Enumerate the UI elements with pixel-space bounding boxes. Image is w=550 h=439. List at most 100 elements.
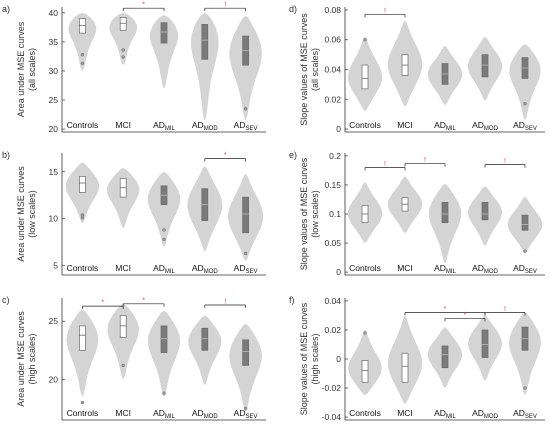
x-tick-label: MCI xyxy=(115,408,131,418)
outlier-point xyxy=(523,102,527,106)
significance-marker: ! xyxy=(224,2,226,9)
x-tick-label-subscript: SEV xyxy=(525,414,537,420)
y-axis-label: (all scales) xyxy=(310,48,320,91)
x-tick-label: ADMOD xyxy=(472,120,498,132)
x-tick-label: MCI xyxy=(397,263,413,273)
y-axis-label: Slope values of MSE curves xyxy=(299,13,309,126)
x-tick-label-base: AD xyxy=(472,120,484,130)
violin-body xyxy=(107,303,139,380)
violin-box xyxy=(160,325,168,353)
x-tick-label-subscript: SEV xyxy=(245,414,257,420)
y-axis-label: Area under MSE curves xyxy=(16,166,26,262)
y-tick-label: 20 xyxy=(49,124,59,134)
significance-marker: ! xyxy=(224,298,226,305)
x-tick-label-base: AD xyxy=(513,120,525,130)
x-tick-label-base: Controls xyxy=(67,120,99,130)
violin-box xyxy=(79,176,86,193)
y-tick-label: 25 xyxy=(49,316,59,326)
violin-body xyxy=(149,15,179,89)
x-tick-label: ADMOD xyxy=(472,408,498,420)
outlier-point xyxy=(162,228,166,232)
panel-label: f) xyxy=(289,295,295,305)
y-axis-label: Area under MSE curves xyxy=(16,311,26,407)
x-tick-label: ADMIL xyxy=(153,408,175,420)
y-tick-label: 0 xyxy=(336,124,341,134)
violin-body xyxy=(107,168,140,229)
outlier-point xyxy=(121,363,125,368)
y-tick-label: 30 xyxy=(49,66,59,76)
x-tick-label-base: MCI xyxy=(397,408,413,418)
y-axis-label: (high scales) xyxy=(310,333,320,384)
y-tick-label: 0.02 xyxy=(324,94,341,104)
violin-box xyxy=(201,327,209,351)
significance-marker: ! xyxy=(504,158,506,165)
x-tick-label-subscript: MIL xyxy=(446,126,457,132)
violin-box xyxy=(481,54,489,78)
x-tick-label-subscript: MIL xyxy=(165,269,176,275)
chart-panel: c) Area under MSE curves (high scales) 20 25… xyxy=(2,295,266,421)
chart-panel: d)Slope values of MSE curves (all scales)… xyxy=(289,4,545,134)
y-tick-label: 0.05 xyxy=(324,238,341,248)
x-tick-label-base: AD xyxy=(513,263,525,273)
panel-label: e) xyxy=(289,150,297,160)
chart-panel: b) Area under MSE curves (low scales) 5 10 15… xyxy=(2,150,266,276)
violin-box xyxy=(441,345,449,369)
significance-marker: * xyxy=(142,2,145,9)
outlier-point xyxy=(363,38,367,42)
x-tick-label: Controls xyxy=(349,408,381,418)
x-tick-label-base: AD xyxy=(234,263,246,273)
violin-box xyxy=(119,315,127,338)
outlier-point xyxy=(80,52,85,57)
y-tick-label: 0 xyxy=(336,267,341,277)
violin-box xyxy=(481,329,489,358)
violin-body xyxy=(229,15,262,121)
significance-marker: ! xyxy=(424,157,426,164)
violin-body xyxy=(66,309,99,397)
x-tick-label: ADSEV xyxy=(513,120,537,132)
x-tick-label-base: Controls xyxy=(67,408,99,418)
significance-marker: * xyxy=(142,297,145,304)
outlier-point xyxy=(523,386,527,390)
violin-box xyxy=(361,360,369,383)
y-axis-label: Area under MSE curves xyxy=(16,21,26,117)
x-tick-label: MCI xyxy=(397,120,413,130)
panel-label: c) xyxy=(2,295,10,305)
x-tick-label-base: MCI xyxy=(397,120,413,130)
x-tick-label-base: AD xyxy=(434,408,446,418)
y-tick-label: -0.04 xyxy=(322,412,342,422)
violin-box xyxy=(521,214,529,231)
x-tick-label-base: Controls xyxy=(67,263,99,273)
y-tick-label: 10 xyxy=(49,214,59,224)
panel-label: b) xyxy=(2,150,10,160)
x-tick-label: Controls xyxy=(67,408,99,418)
x-tick-label-base: AD xyxy=(234,120,246,130)
chart-panel: f) Slope values of MSE curves (high scales… xyxy=(289,295,545,422)
x-tick-label-subscript: MOD xyxy=(204,414,219,420)
x-tick-label-subscript: MOD xyxy=(204,126,219,132)
outlier-point xyxy=(80,216,85,220)
x-tick-label: MCI xyxy=(115,120,131,130)
y-axis-label: (low scales) xyxy=(27,190,37,238)
significance-marker: ! xyxy=(504,306,506,313)
x-tick-label-subscript: SEV xyxy=(525,126,537,132)
x-tick-label: ADMIL xyxy=(434,408,456,420)
x-tick-label-base: AD xyxy=(192,408,204,418)
x-tick-label: ADSEV xyxy=(234,408,258,420)
y-tick-label: 0.1 xyxy=(329,209,341,219)
x-tick-label-subscript: SEV xyxy=(525,269,537,275)
outlier-point xyxy=(243,107,248,111)
violin-body xyxy=(509,312,541,396)
x-tick-label: ADMIL xyxy=(153,263,175,275)
outlier-point xyxy=(243,406,248,411)
violin-box xyxy=(242,196,249,234)
x-tick-label: ADMOD xyxy=(192,120,218,132)
y-tick-label: 5 xyxy=(53,261,58,271)
violin-body xyxy=(109,12,138,66)
outlier-point xyxy=(80,61,85,66)
violin-box xyxy=(481,202,489,221)
x-tick-label-base: Controls xyxy=(349,263,381,273)
x-tick-label-base: MCI xyxy=(115,120,131,130)
outlier-point xyxy=(523,249,527,253)
chart-panel: e)Slope values of MSE curves (low scales)… xyxy=(289,150,545,277)
outlier-point xyxy=(363,331,367,335)
